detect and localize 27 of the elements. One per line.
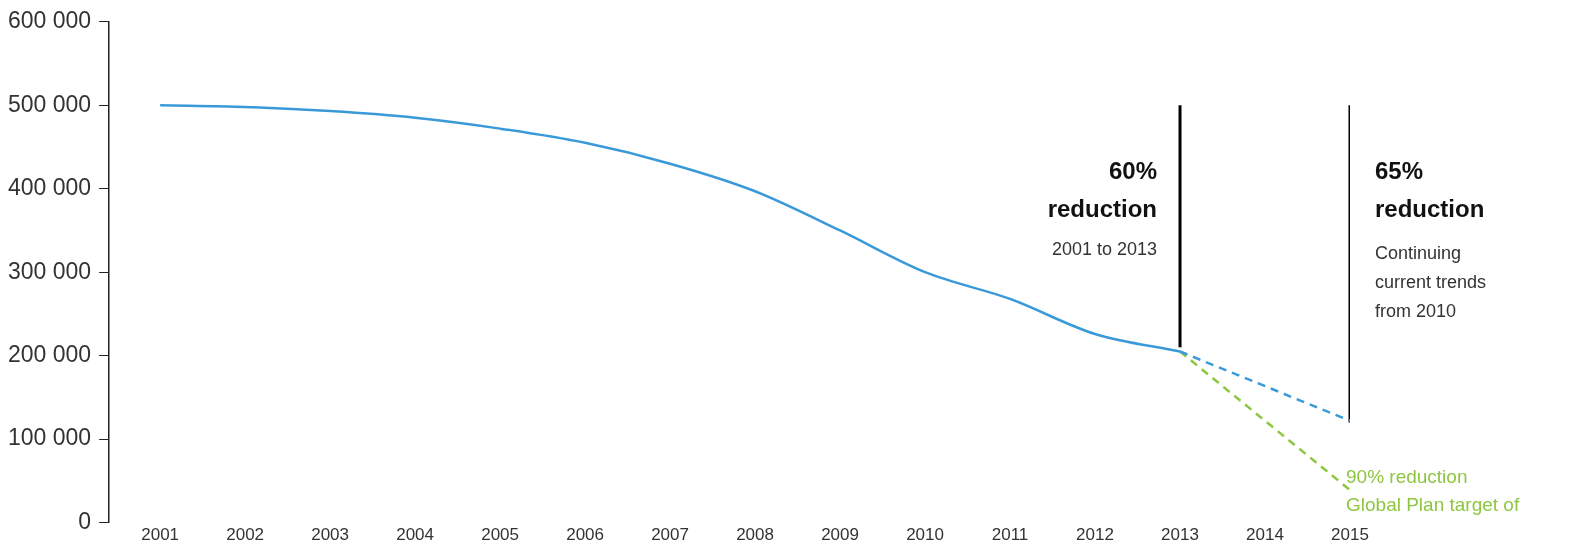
x-tick-label: 2014 (1246, 525, 1284, 545)
text: 65% reduction (1375, 156, 1485, 222)
y-tick-label: 300 000 (8, 257, 92, 284)
y-tick-label: 500 000 (8, 90, 92, 117)
x-tick-label: 2001 (141, 525, 180, 545)
y-tick-label: 100 000 (8, 424, 92, 451)
x-tick-label: 2012 (1076, 525, 1114, 545)
x-tick-label: 2011 (991, 525, 1029, 545)
y-tick-label: 200 000 (8, 341, 92, 368)
x-tick-label: 2004 (396, 525, 435, 545)
annotation: 90% reduction Global Plan target of (1346, 466, 1520, 516)
y-tick-label: 400 000 (8, 174, 92, 201)
x-tick-label: 2010 (906, 525, 944, 545)
x-tick-label: 2009 (821, 525, 859, 545)
annotation: 2001 to 2013 (1051, 238, 1157, 259)
x-tick-label: 2002 (226, 525, 265, 545)
x-tick-label: 2005 (481, 525, 520, 545)
x-tick-label: 2013 (1161, 525, 1199, 545)
x-tick-label: 2007 (651, 525, 689, 545)
annotation: 60% reduction (1047, 156, 1157, 222)
y-tick-label: 0 (78, 507, 92, 534)
x-tick-label: 2015 (1331, 525, 1369, 545)
text: Continuing current trends from 2010 (1375, 242, 1487, 321)
x-tick-label: 2006 (566, 525, 604, 545)
x-tick-label: 2003 (311, 525, 350, 545)
x-tick-label: 2008 (736, 525, 774, 545)
y-tick-label: 600 000 (8, 7, 92, 34)
